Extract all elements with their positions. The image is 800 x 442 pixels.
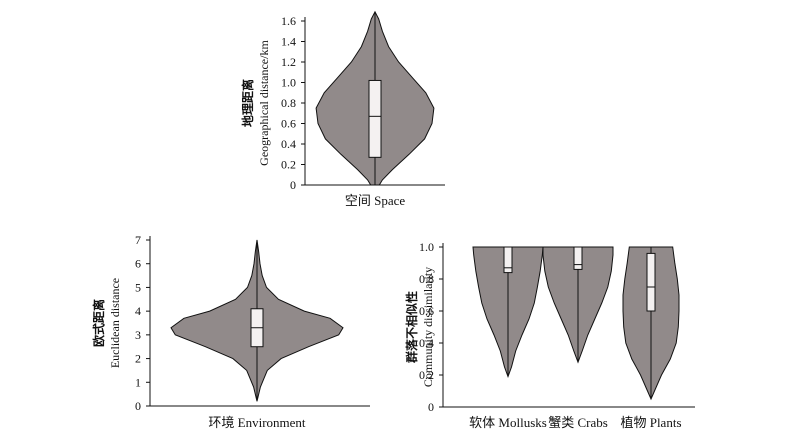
- y-axis-title-en: Community dissimilarity: [421, 267, 435, 387]
- y-tick-label: 0.2: [419, 368, 434, 382]
- x-category-label: 植物 Plants: [620, 415, 681, 430]
- y-tick-label: 1.0: [281, 76, 296, 90]
- y-axis-title-cn: 地理距离: [240, 79, 255, 127]
- x-category-label: 蟹类 Crabs: [548, 415, 608, 430]
- y-tick-label: 0.4: [281, 137, 296, 151]
- chart-panel-1: 0 0.2 0.4 0.6 0.8 1.0 1.2 1.4 1.6 地理距离 Geographica…: [240, 10, 445, 208]
- iqr-box: [646, 252, 656, 312]
- y-tick-label: 1.2: [281, 55, 296, 69]
- y-tick-label: 0: [428, 400, 434, 414]
- y-tick-label: 0.6: [419, 304, 434, 318]
- x-axis-title: 环境 Environment: [208, 415, 306, 430]
- y-axis-title-en: Geographical distance/km: [257, 40, 271, 166]
- y-tick-label: 0: [290, 178, 296, 192]
- x-axis-title: 空间 Space: [345, 193, 406, 208]
- y-tick-label: 1.6: [281, 14, 296, 28]
- y-tick-label: 4: [135, 304, 141, 318]
- y-tick-label: 1.0: [419, 240, 434, 254]
- y-tick-label: 1.4: [281, 35, 296, 49]
- y-tick-label: 3: [135, 328, 141, 342]
- y-tick-label: 1: [135, 375, 141, 389]
- y-tick-label: 6: [135, 257, 141, 271]
- y-axis-title-cn: 群落不相似性: [404, 291, 419, 364]
- chart-panel-2: 0 1 2 3 4 5 6 7 欧式距离 Euclidean distance 环境 Environ…: [91, 233, 370, 430]
- y-tick-label: 0.6: [281, 117, 296, 131]
- chart-panel-3: 0 0.2 0.4 0.6 0.8 1.0 群落不相似性 Community dissimil…: [404, 240, 695, 430]
- x-category-label: 软体 Mollusks: [469, 415, 547, 430]
- iqr-box: [503, 246, 513, 274]
- y-tick-label: 0.8: [419, 272, 434, 286]
- iqr-box: [573, 246, 583, 270]
- y-tick-label: 5: [135, 280, 141, 294]
- y-tick-label: 2: [135, 352, 141, 366]
- y-tick-label: 0.4: [419, 336, 434, 350]
- iqr-box: [368, 79, 382, 158]
- y-axis-title-en: Euclidean distance: [108, 278, 122, 368]
- y-tick-label: 0.8: [281, 96, 296, 110]
- y-tick-label: 0.2: [281, 158, 296, 172]
- y-tick-label: 0: [135, 399, 141, 413]
- y-tick-label: 7: [135, 233, 141, 247]
- y-axis-title-cn: 欧式距离: [91, 299, 106, 347]
